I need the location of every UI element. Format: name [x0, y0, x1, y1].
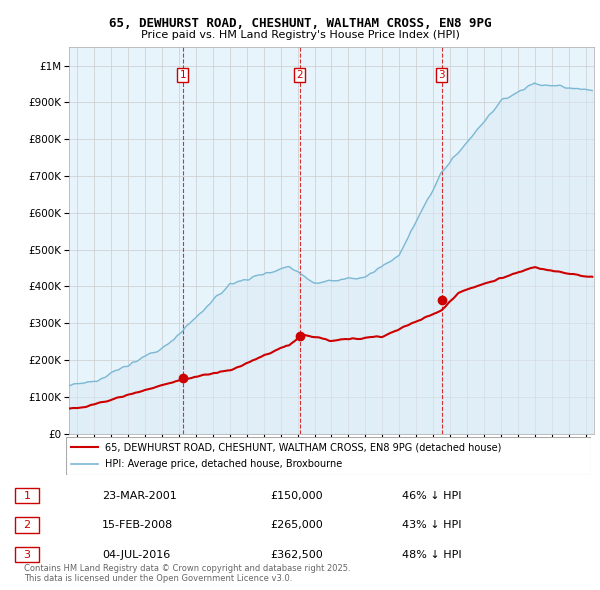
FancyBboxPatch shape — [66, 437, 591, 475]
Text: 1: 1 — [23, 491, 31, 500]
Text: 46% ↓ HPI: 46% ↓ HPI — [402, 491, 461, 500]
Text: £150,000: £150,000 — [270, 491, 323, 500]
Text: 43% ↓ HPI: 43% ↓ HPI — [402, 520, 461, 530]
Text: £362,500: £362,500 — [270, 550, 323, 559]
Text: 23-MAR-2001: 23-MAR-2001 — [102, 491, 177, 500]
Text: 3: 3 — [23, 550, 31, 559]
Text: Contains HM Land Registry data © Crown copyright and database right 2025.
This d: Contains HM Land Registry data © Crown c… — [24, 563, 350, 583]
Text: 2: 2 — [23, 520, 31, 530]
Text: 3: 3 — [438, 70, 445, 80]
Text: 15-FEB-2008: 15-FEB-2008 — [102, 520, 173, 530]
Text: £265,000: £265,000 — [270, 520, 323, 530]
Text: HPI: Average price, detached house, Broxbourne: HPI: Average price, detached house, Brox… — [106, 459, 343, 469]
Text: 48% ↓ HPI: 48% ↓ HPI — [402, 550, 461, 559]
Text: 2: 2 — [296, 70, 303, 80]
Text: 04-JUL-2016: 04-JUL-2016 — [102, 550, 170, 559]
Text: 1: 1 — [179, 70, 186, 80]
Text: 65, DEWHURST ROAD, CHESHUNT, WALTHAM CROSS, EN8 9PG (detached house): 65, DEWHURST ROAD, CHESHUNT, WALTHAM CRO… — [106, 442, 502, 453]
Text: 65, DEWHURST ROAD, CHESHUNT, WALTHAM CROSS, EN8 9PG: 65, DEWHURST ROAD, CHESHUNT, WALTHAM CRO… — [109, 17, 491, 30]
Text: Price paid vs. HM Land Registry's House Price Index (HPI): Price paid vs. HM Land Registry's House … — [140, 30, 460, 40]
